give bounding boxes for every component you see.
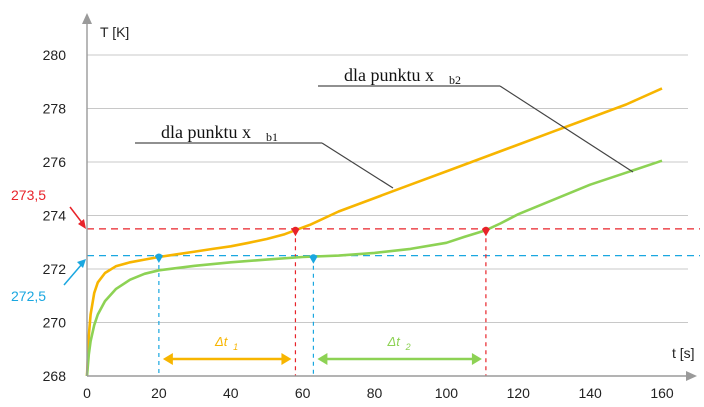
interval-label: Δt	[386, 334, 401, 349]
interval-arrowhead-right	[281, 353, 292, 365]
y-tick-label: 272	[43, 261, 67, 277]
interval-label-sub: 2	[405, 342, 411, 352]
y-tick-label: 278	[43, 101, 67, 117]
interval-arrowhead-right	[471, 353, 482, 365]
y-axis-label: T [K]	[100, 24, 129, 40]
y-tick-label: 270	[43, 315, 67, 331]
interval-dt1: Δt 1	[162, 334, 292, 365]
axes	[82, 13, 697, 381]
reference-lines	[87, 228, 700, 257]
data-marker	[291, 226, 300, 237]
data-marker	[154, 253, 163, 263]
curve-label-xb2-sub: b2	[449, 73, 461, 87]
curve-label-xb1-sub: b1	[266, 130, 278, 144]
interval-label: Δt	[214, 334, 229, 349]
data-marker	[481, 226, 490, 237]
ref-pointer-273-5-head	[78, 219, 86, 229]
x-tick-label: 120	[507, 385, 531, 401]
x-axis-label: t [s]	[672, 345, 695, 361]
tick-labels: 268 270 272 274 276 278 280 0 20 40 60 80 100 120 140 1…	[43, 47, 674, 401]
ref-pointer-272-5-head	[77, 259, 86, 268]
y-tick-label: 280	[43, 47, 67, 63]
x-tick-label: 60	[295, 385, 311, 401]
leader-line-xb2	[499, 85, 634, 173]
ref-pointer-272-5	[63, 263, 83, 286]
x-tick-label: 100	[435, 385, 459, 401]
series-line-xb1	[85, 159, 663, 377]
x-tick-label: 140	[578, 385, 602, 401]
interval-dt2: Δt 2	[317, 334, 482, 365]
y-tick-label: 276	[43, 154, 67, 170]
vertical-drop-lines	[158, 230, 487, 376]
interval-label-sub: 1	[233, 342, 238, 352]
x-tick-label: 0	[83, 385, 91, 401]
interval-arrowhead-left	[162, 353, 173, 365]
markers	[154, 226, 490, 264]
ref-label-272-5: 272,5	[11, 288, 46, 304]
interval-arrowhead-left	[317, 353, 328, 365]
data-marker	[309, 254, 318, 264]
ref-label-273-5: 273,5	[11, 187, 46, 203]
curve-label-xb1: dla punktu x	[161, 122, 251, 142]
curve-label-xb2: dla punktu x	[344, 65, 434, 85]
y-axis-arrow	[82, 13, 92, 24]
y-tick-label: 268	[43, 368, 67, 384]
x-tick-label: 40	[223, 385, 239, 401]
ref-pointer-273-5	[69, 206, 84, 225]
x-tick-label: 80	[367, 385, 383, 401]
series-lines	[85, 87, 663, 377]
x-axis-arrow	[686, 371, 697, 381]
series-line-xb2	[85, 87, 663, 377]
leader-line-xb1	[321, 142, 394, 189]
y-tick-label: 274	[43, 208, 67, 224]
x-tick-label: 20	[151, 385, 167, 401]
x-tick-label: 160	[650, 385, 674, 401]
annotations: T [K] t [s] dla punktu x b2 dla punktu x b1…	[11, 24, 695, 361]
gridlines	[87, 54, 688, 377]
interval-arrows: Δt 1 Δt 2	[162, 334, 482, 365]
